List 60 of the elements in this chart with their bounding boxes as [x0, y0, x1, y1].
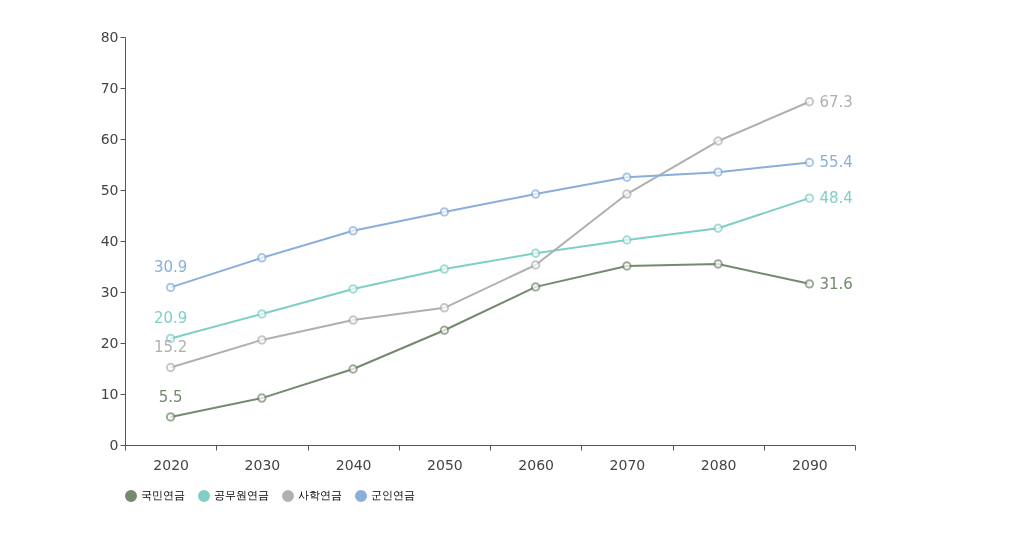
point [622, 261, 632, 271]
point [348, 364, 358, 374]
y-tick-label: 80 [100, 28, 119, 45]
point [257, 253, 267, 263]
x-tick-label: 2030 [244, 456, 281, 473]
x-tick-label: 2080 [700, 456, 737, 473]
point [622, 235, 632, 245]
point [804, 97, 815, 107]
point [165, 412, 176, 422]
point [165, 282, 176, 293]
point [257, 309, 267, 319]
y-tick-label: 60 [100, 130, 119, 147]
point [622, 172, 632, 182]
y-tick-label: 40 [100, 232, 119, 249]
point [165, 362, 176, 373]
data-label: 20.9 [153, 309, 188, 328]
legend-label: 공무원연금 [214, 489, 269, 502]
point [530, 189, 541, 199]
legend-label: 국민연금 [141, 489, 185, 502]
y-tick-label: 10 [100, 385, 119, 402]
point [348, 315, 358, 325]
point [439, 207, 450, 217]
point [439, 264, 450, 274]
point [713, 259, 723, 269]
point [257, 335, 267, 345]
data-label: 15.2 [153, 338, 188, 357]
x-tick-label: 2020 [153, 456, 189, 473]
data-label: 67.3 [819, 92, 853, 111]
point [622, 189, 632, 199]
legend-label: 사학연금 [298, 489, 342, 502]
data-label: 5.5 [158, 387, 183, 406]
y-tick-label: 20 [100, 334, 119, 351]
point [348, 284, 358, 294]
point [439, 325, 450, 335]
x-tick-label: 2040 [335, 456, 372, 473]
x-tick-label: 2070 [609, 456, 646, 473]
y-tick-label: 30 [100, 283, 119, 300]
point [439, 303, 450, 313]
y-tick-label: 0 [109, 436, 119, 453]
point [530, 260, 541, 270]
y-tick-label: 50 [100, 181, 119, 198]
point [530, 248, 541, 258]
point [713, 136, 723, 146]
data-label: 48.4 [819, 189, 853, 208]
point [713, 167, 723, 177]
x-tick-label: 2090 [792, 456, 828, 473]
point [257, 393, 267, 403]
point [530, 282, 541, 292]
data-label: 55.4 [819, 153, 853, 172]
point [804, 193, 815, 203]
data-label: 31.6 [819, 274, 853, 293]
point [348, 226, 358, 236]
x-tick-label: 2050 [427, 456, 463, 473]
legend-label: 군인연금 [371, 489, 415, 502]
point [804, 157, 815, 168]
point [713, 223, 723, 233]
data-label: 30.9 [153, 258, 188, 277]
point [804, 279, 815, 289]
y-tick-label: 70 [100, 79, 119, 96]
x-tick-label: 2060 [518, 456, 554, 473]
